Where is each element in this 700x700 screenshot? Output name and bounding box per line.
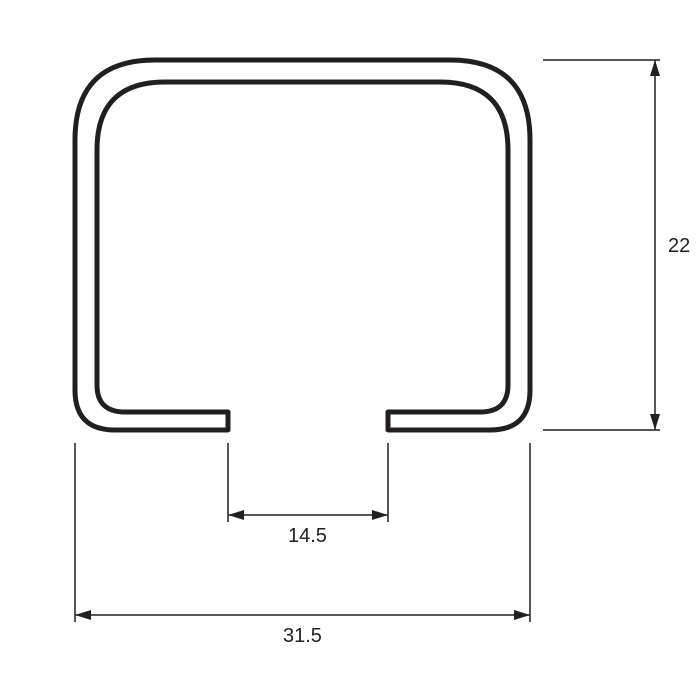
profile-outer: [75, 60, 530, 430]
width-label: 31.5: [283, 625, 322, 648]
height-label: 22: [668, 235, 690, 258]
slot-label: 14.5: [288, 525, 327, 548]
dimension-slot: [228, 443, 388, 522]
dimension-height: [543, 60, 660, 430]
technical-drawing: [0, 0, 700, 700]
